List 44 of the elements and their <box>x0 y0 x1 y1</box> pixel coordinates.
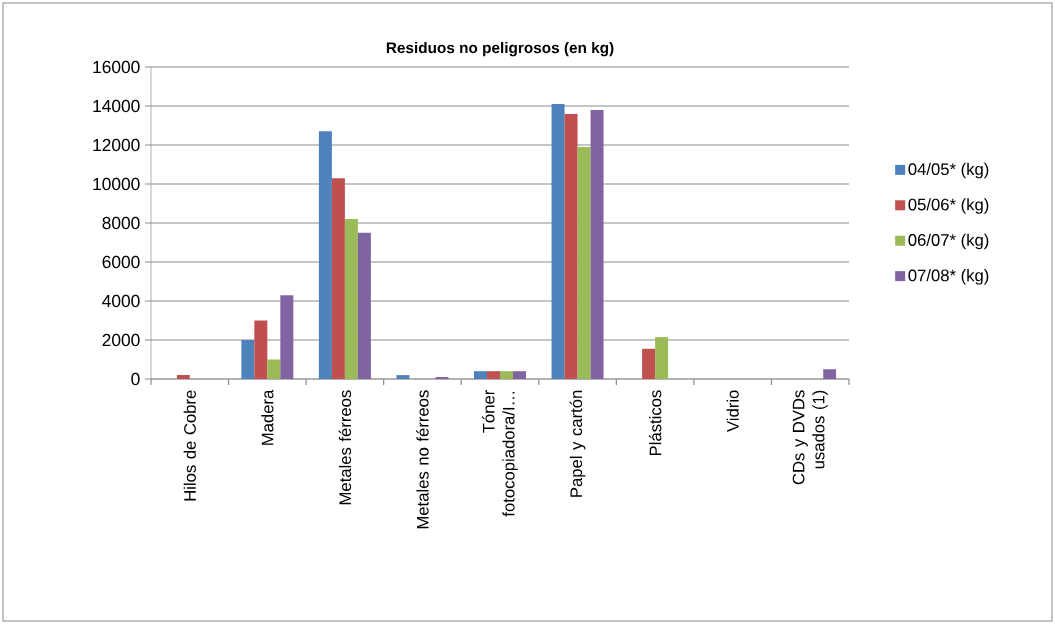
bar <box>331 178 345 379</box>
legend-label: 05/06* (kg) <box>908 198 989 214</box>
y-tick-label: 6000 <box>102 255 140 269</box>
bar <box>357 232 371 379</box>
legend-label: 06/07* (kg) <box>908 233 989 250</box>
bar <box>577 146 591 379</box>
y-tick-label: 4000 <box>102 294 140 308</box>
bar <box>500 371 514 379</box>
y-tick-label: 8000 <box>102 216 140 230</box>
bar <box>344 219 358 379</box>
legend-label: 07/08* (kg) <box>908 269 989 285</box>
x-tick-label: Papel y cartón <box>569 390 586 497</box>
bar <box>590 109 604 379</box>
y-tick-label: 2000 <box>102 333 140 347</box>
x-tick-label: Hilos de Cobre <box>183 390 196 501</box>
bar <box>396 375 410 379</box>
x-tick-label: CDs y DVDs usados (1) <box>792 390 828 485</box>
bar <box>655 337 669 379</box>
y-tick-label: 10000 <box>93 177 140 191</box>
chart-title: Residuos no peligrosos (en kg) <box>386 41 614 57</box>
bar <box>513 371 526 379</box>
x-tick-label: Madera <box>261 389 274 445</box>
bar <box>823 369 837 379</box>
x-tick-label: Tóner fotocopiadora/I… <box>482 390 518 517</box>
bar <box>241 340 255 379</box>
y-tick-label: 0 <box>131 372 140 386</box>
bar <box>551 104 565 379</box>
bar <box>280 295 294 379</box>
bar <box>176 375 190 379</box>
bar <box>474 371 487 379</box>
x-tick-label: Plásticos <box>648 390 662 456</box>
bar <box>642 348 656 379</box>
bar <box>564 113 578 379</box>
y-tick-label: 12000 <box>93 138 140 152</box>
bar <box>487 371 501 379</box>
bar <box>318 131 332 379</box>
x-tick-label: Metales férreos <box>338 390 352 505</box>
y-tick-label: 16000 <box>93 60 140 74</box>
x-tick-label: Metales no férreos <box>416 390 429 529</box>
bar <box>254 320 268 379</box>
x-tick-label: Vidrio <box>726 390 739 432</box>
legend-label: 04/05* (kg) <box>908 162 989 179</box>
bar <box>267 359 281 379</box>
y-tick-label: 14000 <box>93 99 140 113</box>
